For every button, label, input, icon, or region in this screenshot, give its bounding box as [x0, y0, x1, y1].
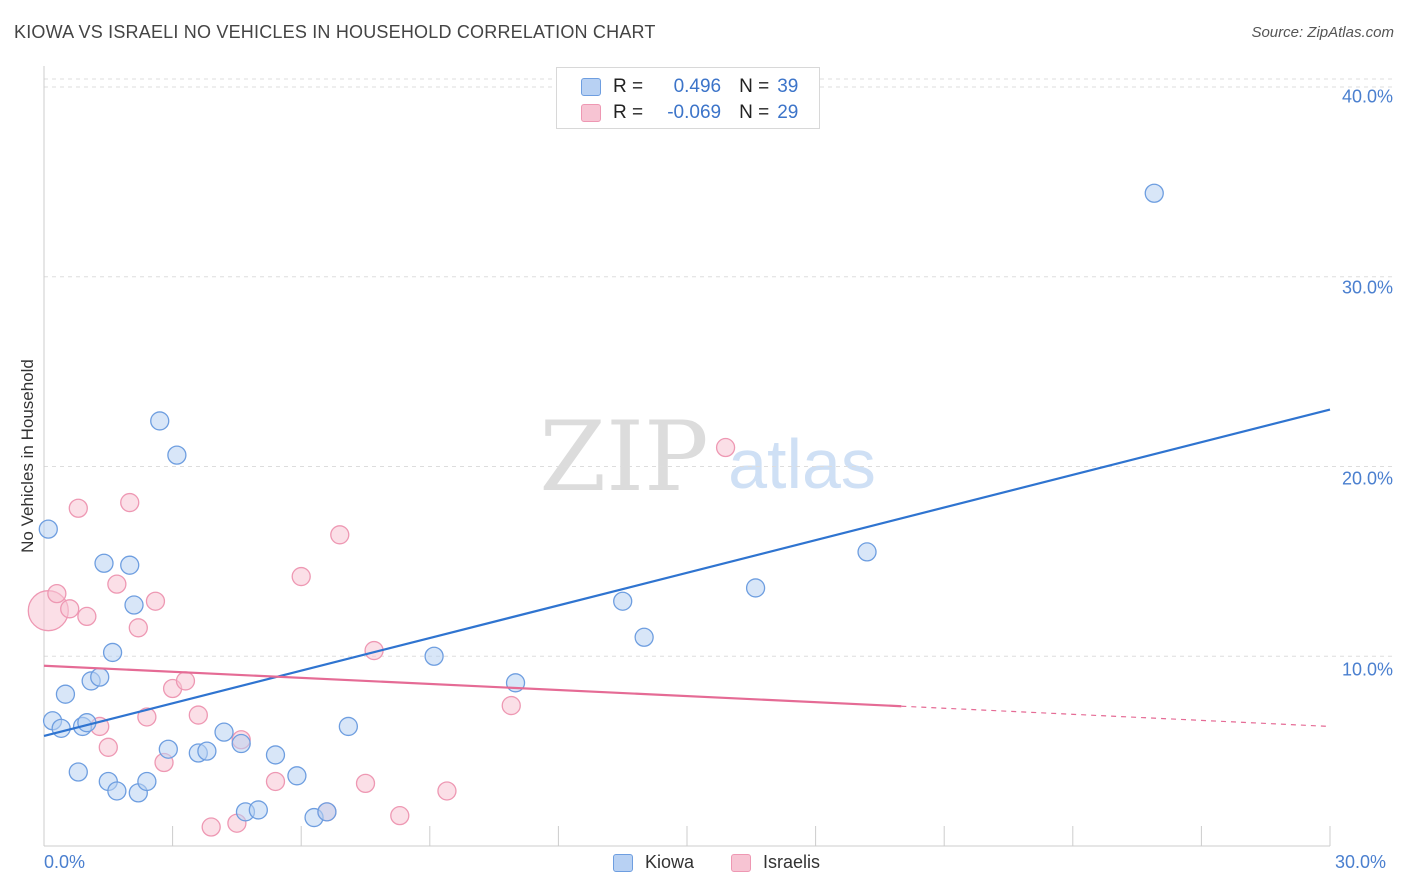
y-axis-label: No Vehicles in Household [18, 359, 37, 553]
israelis-point [501, 695, 521, 716]
israelis-point [175, 671, 196, 691]
kiowa-point [231, 733, 251, 754]
kiowa-point [745, 578, 766, 598]
legend-n-label: N = [739, 76, 770, 97]
kiowa-point [424, 646, 444, 666]
israelis-point [107, 574, 127, 594]
israelis-point [77, 606, 97, 627]
axes [43, 66, 1331, 847]
source-label: Source: ZipAtlas.com [1251, 24, 1394, 41]
kiowa-point [150, 411, 170, 431]
kiowa-point [167, 445, 187, 465]
x-tick-label: 0.0% [44, 852, 86, 872]
legend-label-israelis: Israelis [763, 852, 821, 872]
israelis-point [137, 707, 157, 727]
israelis-point [47, 583, 67, 604]
israelis-point [265, 771, 286, 792]
y-tick-label: 20.0% [1341, 468, 1393, 489]
israelis-point [390, 805, 410, 826]
kiowa-trendline [43, 408, 1331, 738]
watermark-zip: ZIP [539, 401, 708, 513]
israelis-point [128, 618, 148, 638]
legend-item-israelis: Israelis [731, 852, 820, 873]
kiowa-point [68, 762, 88, 782]
y-tick-label: 40.0% [1341, 86, 1393, 107]
legend-row-israelis: R = -0.069 N = 29 [581, 101, 798, 125]
legend-item-kiowa: Kiowa [613, 852, 694, 873]
kiowa-point [857, 542, 877, 562]
kiowa-point [120, 555, 140, 575]
correlation-legend: R = 0.496 N = 39 R = -0.069 N = 29 [556, 67, 820, 129]
kiowa-point [51, 718, 71, 739]
israelis-point [145, 591, 166, 611]
x-tick-label: 30.0% [1335, 852, 1387, 872]
legend-row-kiowa: R = 0.496 N = 39 [581, 75, 798, 99]
kiowa-point [317, 802, 337, 822]
kiowa-point [1144, 183, 1164, 203]
legend-r-value: 0.496 [673, 76, 722, 97]
israelis-point [330, 525, 350, 545]
kiowa-point [137, 771, 157, 792]
kiowa-point [248, 800, 268, 820]
chart-title: KIOWA VS ISRAELI NO VEHICLES IN HOUSEHOL… [14, 22, 656, 42]
legend-n-value: 39 [777, 76, 799, 97]
y-tick-label: 30.0% [1341, 277, 1393, 298]
israelis-legend-swatch [731, 853, 751, 872]
israelis-point [291, 566, 311, 587]
kiowa-point [107, 781, 127, 801]
kiowa-point [124, 595, 144, 615]
kiowa-point [634, 627, 654, 647]
kiowa-point [158, 739, 178, 759]
kiowa-point [287, 766, 307, 786]
legend-r-label: R = [613, 102, 644, 123]
trendlines [43, 408, 1331, 738]
israelis-swatch [581, 104, 601, 122]
grid-lines [44, 78, 1392, 657]
israelis-point [68, 498, 88, 518]
kiowa-point [197, 741, 217, 761]
kiowa-swatch [581, 78, 601, 96]
israelis-points [27, 437, 736, 837]
legend-label-kiowa: Kiowa [645, 852, 695, 872]
watermark: ZIP atlas [539, 401, 876, 513]
israelis-point [437, 781, 457, 801]
israelis-trendline-extension [901, 705, 1331, 728]
kiowa-point [613, 591, 633, 611]
israelis-point [120, 492, 140, 513]
kiowa-point [55, 684, 76, 704]
y-tick-label: 10.0% [1341, 659, 1393, 680]
watermark-atlas: atlas [728, 425, 876, 503]
israelis-point [355, 773, 376, 794]
kiowa-point [338, 716, 359, 737]
kiowa-point [38, 519, 58, 539]
legend-n-label: N = [739, 102, 770, 123]
legend-r-value: -0.069 [667, 102, 722, 123]
israelis-point [188, 705, 208, 725]
israelis-point [60, 599, 80, 619]
israelis-trendline [43, 664, 902, 708]
kiowa-point [102, 642, 123, 663]
israelis-point [98, 737, 118, 757]
legend-r-label: R = [613, 76, 644, 97]
kiowa-points [38, 183, 1164, 828]
israelis-point [201, 817, 221, 837]
kiowa-legend-swatch [613, 853, 633, 872]
israelis-point [715, 437, 736, 458]
kiowa-point [265, 745, 286, 765]
kiowa-point [214, 722, 234, 742]
legend-n-value: 29 [777, 102, 799, 123]
kiowa-point [94, 553, 114, 573]
kiowa-point [90, 667, 110, 687]
